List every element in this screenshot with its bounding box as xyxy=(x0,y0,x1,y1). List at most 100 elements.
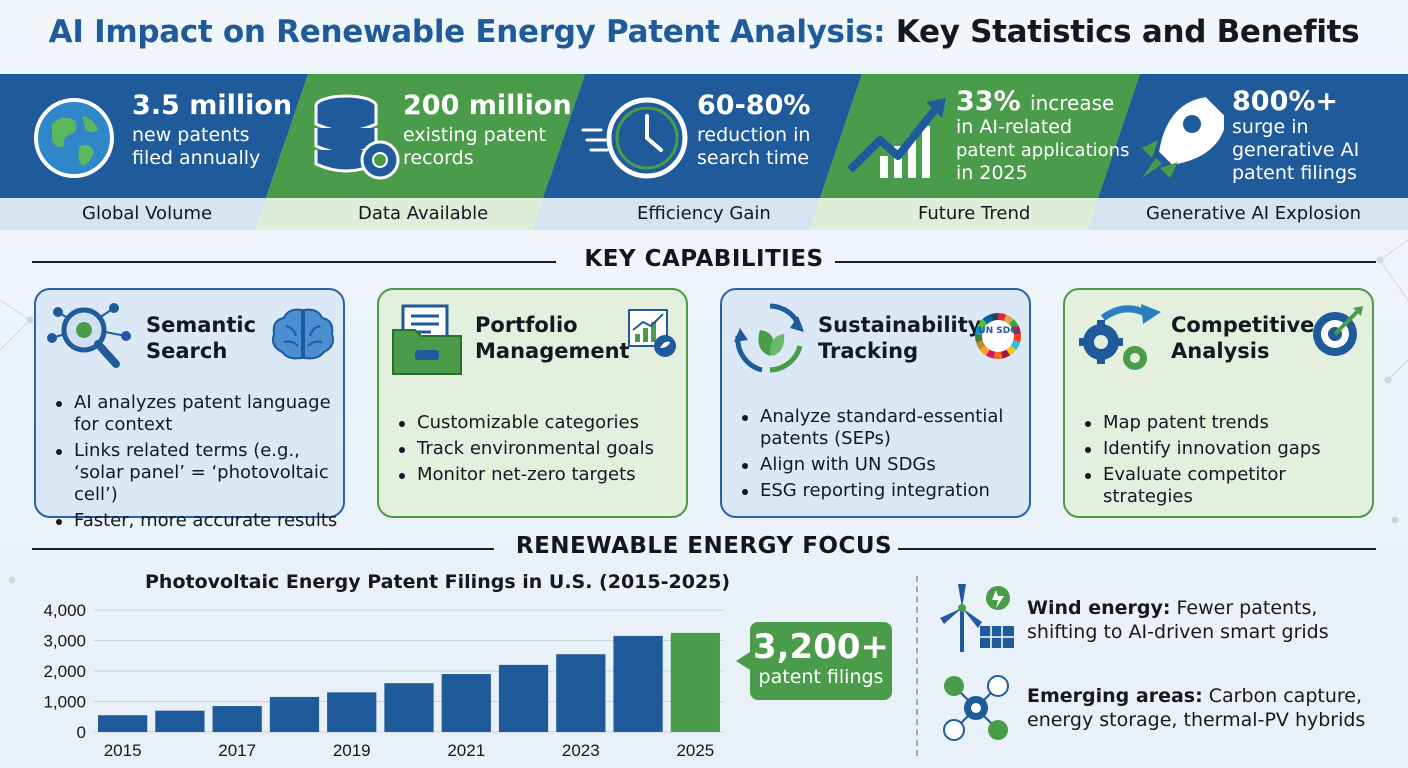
capabilities-heading: KEY CAPABILITIES xyxy=(584,246,824,272)
stat-line1: surge in xyxy=(1232,116,1309,138)
stats-caption-row xyxy=(0,198,1408,230)
energy-network-icon xyxy=(943,675,1009,741)
title-part1: AI Impact on Renewable Energy Patent Ana… xyxy=(48,14,886,50)
focus-wind-text: Fewer patents, shifting to AI-driven sma… xyxy=(1027,597,1329,643)
card-title: Portfolio Management xyxy=(475,312,630,364)
stat-global-volume: 3.5 million new patents filed annually xyxy=(0,74,292,198)
card-portfolio-management: Portfolio Management Customizable catego… xyxy=(377,288,688,518)
title-part2: Key Statistics and Benefits xyxy=(895,14,1360,50)
x-tick-label: 2017 xyxy=(218,741,256,760)
stat-future-trend: 33% increase in AI-related patent applic… xyxy=(820,74,1129,198)
un-sdg-icon xyxy=(975,313,1021,359)
bullet: Evaluate competitor strategies xyxy=(1083,464,1373,508)
caption-data-available: Data Available xyxy=(358,203,489,224)
x-tick-label: 2021 xyxy=(447,741,485,760)
card-title-line2: Tracking xyxy=(818,339,919,363)
focus-heading: RENEWABLE ENERGY FOCUS xyxy=(515,533,893,559)
card-competitive-analysis: Competitive Analysis Map patent trends I… xyxy=(1063,288,1374,518)
y-tick-label: 3,000 xyxy=(43,632,86,651)
recycle-leaf-icon xyxy=(734,303,804,373)
stat-value: 200 million xyxy=(403,90,572,121)
stat-efficiency-gain: 60-80% reduction in search time xyxy=(543,74,820,198)
x-tick-label: 2019 xyxy=(333,741,371,760)
target-icon xyxy=(1313,306,1363,356)
stat-line1: existing patent xyxy=(403,124,546,146)
stat-value-suffix: increase xyxy=(1030,91,1115,115)
stat-line1: new patents xyxy=(132,124,250,146)
stats-captions: Global Volume Data Available Efficiency … xyxy=(0,198,1408,230)
rocket-icon xyxy=(1142,94,1224,178)
stat-line2: records xyxy=(403,147,474,169)
chart-title: Photovoltaic Energy Patent Filings in U.… xyxy=(145,571,731,593)
folder-icon xyxy=(392,304,462,375)
card-title-line2: Analysis xyxy=(1171,339,1270,363)
bullet: ESG reporting integration xyxy=(740,480,1030,502)
bar xyxy=(441,674,491,732)
bullet: AI analyzes patent language for context xyxy=(54,392,344,436)
stat-line1: in AI-related xyxy=(956,116,1073,138)
bar xyxy=(670,632,720,732)
database-gear-icon xyxy=(314,94,400,180)
caption-generative-ai: Generative AI Explosion xyxy=(1146,203,1362,224)
globe-icon xyxy=(34,98,114,178)
page-title: AI Impact on Renewable Energy Patent Ana… xyxy=(0,14,1408,50)
card-title-line1: Portfolio xyxy=(475,313,578,337)
focus-wind: Wind energy: Fewer patents, shifting to … xyxy=(1027,596,1387,644)
bar xyxy=(269,696,320,732)
bullet: Map patent trends xyxy=(1083,412,1373,434)
clock-icon xyxy=(581,97,688,179)
callout-label: patent filings xyxy=(758,666,884,688)
vertical-divider xyxy=(916,576,918,756)
bullet: Customizable categories xyxy=(397,412,687,434)
wind-turbine-icon xyxy=(940,584,1014,652)
focus-header: RENEWABLE ENERGY FOCUS xyxy=(32,533,1376,563)
stat-line2: search time xyxy=(697,147,810,169)
brain-icon xyxy=(272,308,334,360)
bullet: Links related terms (e.g., ‘solar panel’… xyxy=(54,440,344,506)
bullet: Track environmental goals xyxy=(397,438,687,460)
stat-line3: in 2025 xyxy=(956,162,1028,184)
stat-value-number: 33% xyxy=(956,86,1021,117)
y-tick-label: 2,000 xyxy=(43,662,86,681)
card-title-line2: Management xyxy=(475,339,630,363)
focus-emerging: Emerging areas: Carbon capture, energy s… xyxy=(1027,684,1387,732)
chart-icon xyxy=(628,309,676,357)
bar xyxy=(498,664,549,732)
bar xyxy=(98,715,148,732)
un-sdg-label: UN SDG xyxy=(978,326,1018,336)
stat-line3: patent filings xyxy=(1232,162,1357,184)
stat-value: 33% increase xyxy=(956,86,1114,117)
card-title: Sustainability Tracking xyxy=(818,312,981,364)
focus-wind-label: Wind energy: xyxy=(1027,597,1171,619)
card-bullets: AI analyzes patent language for context … xyxy=(54,392,344,536)
stat-line2: filed annually xyxy=(132,147,261,169)
stat-value: 3.5 million xyxy=(132,90,293,121)
bullet: Analyze standard-essential patents (SEPs… xyxy=(740,406,1030,450)
card-bullets: Map patent trends Identify innovation ga… xyxy=(1083,412,1373,512)
bullet: Monitor net-zero targets xyxy=(397,464,687,486)
bar xyxy=(556,654,606,732)
focus-emerging-label: Emerging areas: xyxy=(1027,685,1203,707)
bullet: Faster, more accurate results xyxy=(54,510,344,532)
card-bullets: Customizable categories Track environmen… xyxy=(397,412,687,490)
card-title-line2: Search xyxy=(146,339,228,363)
stat-value: 800%+ xyxy=(1232,86,1339,117)
bullet: Identify innovation gaps xyxy=(1083,438,1373,460)
caption-global-volume: Global Volume xyxy=(82,203,213,224)
card-bullets: Analyze standard-essential patents (SEPs… xyxy=(740,406,1030,506)
card-title-line1: Competitive xyxy=(1171,313,1315,337)
card-title: Competitive Analysis xyxy=(1171,312,1314,364)
caption-future-trend: Future Trend xyxy=(918,203,1031,224)
card-title-line1: Semantic xyxy=(146,313,257,337)
stat-data-available: 200 million existing patent records xyxy=(266,74,572,198)
patent-filings-bar-chart: 0 1,000 2,000 3,000 4,000 2015 2017 2019 2021 202… xyxy=(43,601,724,760)
y-tick-label: 4,000 xyxy=(43,601,86,620)
stat-line2: generative AI xyxy=(1232,139,1360,161)
card-title: Semantic Search xyxy=(146,312,256,364)
focus-emerging-text: Carbon capture, energy storage, thermal-… xyxy=(1027,685,1366,731)
callout-badge: 3,200+ patent filings xyxy=(736,622,892,700)
y-tick-label: 0 xyxy=(77,723,86,742)
bar xyxy=(155,710,205,732)
bar xyxy=(327,692,377,732)
